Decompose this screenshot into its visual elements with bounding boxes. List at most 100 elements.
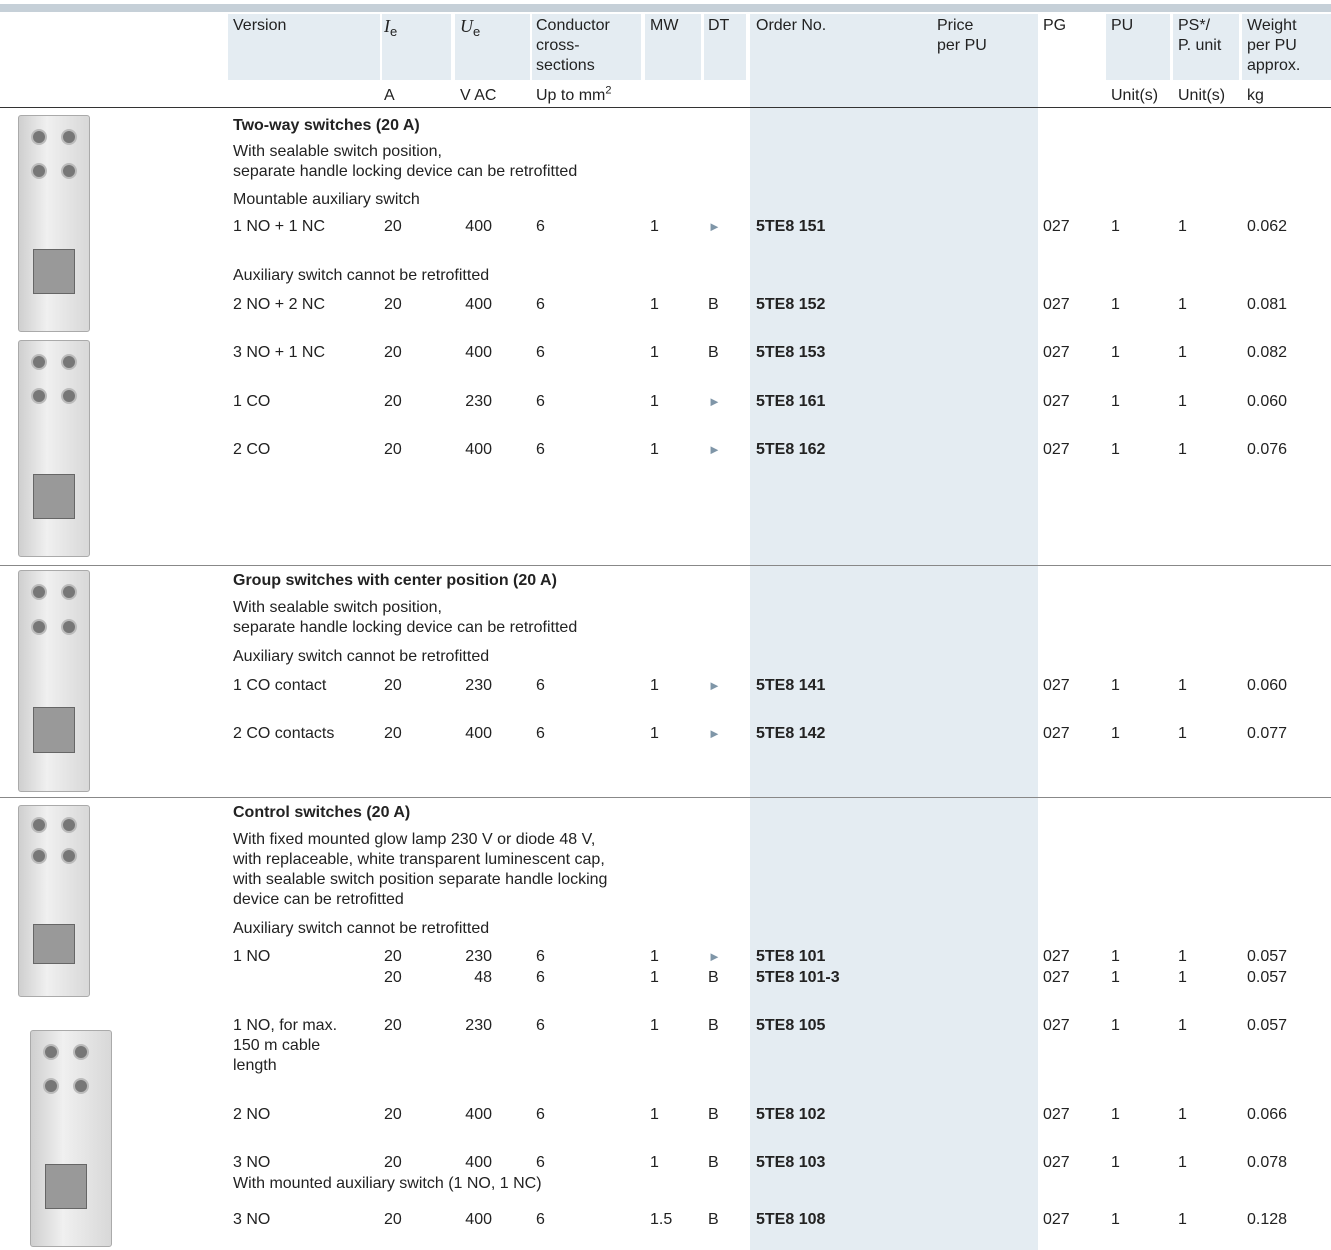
cell-mw: 1 <box>650 344 659 361</box>
column-unit: Unit(s) <box>1178 86 1225 106</box>
header-shade <box>228 14 380 80</box>
cell-ie: 20 <box>384 969 402 986</box>
cell-mw: 1 <box>650 441 659 458</box>
cell-pu: 1 <box>1111 296 1120 313</box>
cell-weight: 0.078 <box>1247 1154 1288 1171</box>
cell-pu: 1 <box>1111 441 1120 458</box>
cell-ie: 20 <box>384 948 402 965</box>
cell-dt: B <box>708 1211 719 1228</box>
section-title: Control switches (20 A) <box>233 804 411 821</box>
section-rule <box>0 797 1331 798</box>
cell-ue: 400 <box>465 725 492 742</box>
section-title: Two-way switches (20 A) <box>233 117 420 134</box>
cell-mw: 1 <box>650 969 659 986</box>
cell-version: 1 NO, for max. 150 m cable length <box>233 1017 338 1074</box>
order-column-shade <box>750 14 1038 1250</box>
cell-version: 3 NO <box>233 1154 271 1171</box>
unit-text: kg <box>1247 87 1264 104</box>
column-header: PS*/ P. unit <box>1178 16 1221 56</box>
cell-order: 5TE8 142 <box>756 725 826 742</box>
section-note: With mounted auxiliary switch (1 NO, 1 N… <box>233 1175 542 1192</box>
cell-pg: 027 <box>1043 441 1070 458</box>
top-bar <box>0 4 1331 12</box>
column-label: MW <box>650 17 679 34</box>
cell-cs: 6 <box>536 1154 545 1171</box>
cell-version: 2 NO <box>233 1106 271 1123</box>
cell-mw: 1 <box>650 296 659 313</box>
handle <box>33 474 75 520</box>
header-shade <box>455 14 530 80</box>
cell-mw: 1 <box>650 218 659 235</box>
cell-pg: 027 <box>1043 948 1070 965</box>
cell-ie: 20 <box>384 1211 402 1228</box>
cell-ps: 1 <box>1178 677 1187 694</box>
column-label: Price per PU <box>937 17 987 54</box>
cell-order: 5TE8 105 <box>756 1017 826 1034</box>
cell-pu: 1 <box>1111 218 1120 235</box>
cell-dt: B <box>708 344 719 361</box>
terminal <box>43 1078 59 1095</box>
cell-weight: 0.057 <box>1247 948 1288 965</box>
cell-pg: 027 <box>1043 1211 1070 1228</box>
handle <box>45 1164 87 1210</box>
device-image <box>18 570 90 792</box>
column-header: PG <box>1043 16 1066 36</box>
cell-pu: 1 <box>1111 344 1120 361</box>
section-note: With fixed mounted glow lamp 230 V or di… <box>233 831 608 908</box>
cell-cs: 6 <box>536 1211 545 1228</box>
cell-version: 1 CO contact <box>233 677 327 694</box>
cell-pg: 027 <box>1043 1106 1070 1123</box>
cell-cs: 6 <box>536 948 545 965</box>
terminal <box>73 1043 89 1060</box>
cell-mw: 1 <box>650 1106 659 1123</box>
cell-mw: 1 <box>650 677 659 694</box>
terminal <box>31 388 47 405</box>
cell-ie: 20 <box>384 1017 402 1034</box>
cell-cs: 6 <box>536 969 545 986</box>
cell-ps: 1 <box>1178 948 1187 965</box>
terminal <box>31 847 47 864</box>
cell-weight: 0.057 <box>1247 1017 1288 1034</box>
cell-mw: 1.5 <box>650 1211 673 1228</box>
handle <box>33 707 75 754</box>
cell-dt: B <box>708 1154 719 1171</box>
device-image <box>18 115 90 332</box>
cell-weight: 0.057 <box>1247 969 1288 986</box>
cell-ps: 1 <box>1178 725 1187 742</box>
cell-ue: 400 <box>465 1154 492 1171</box>
column-header: DT <box>708 16 729 36</box>
cell-ps: 1 <box>1178 344 1187 361</box>
cell-version: 1 CO <box>233 393 271 410</box>
header-rule <box>0 107 1331 108</box>
cell-ue: 400 <box>465 441 492 458</box>
column-label: I <box>384 16 390 36</box>
column-label: Conductor cross- sections <box>536 17 610 74</box>
cell-order: 5TE8 101-3 <box>756 969 840 986</box>
cell-order: 5TE8 101 <box>756 948 826 965</box>
cell-ie: 20 <box>384 218 402 235</box>
cell-weight: 0.066 <box>1247 1106 1288 1123</box>
cell-pu: 1 <box>1111 1106 1120 1123</box>
header-shade <box>704 14 746 80</box>
column-header: Order No. <box>756 16 826 36</box>
terminal <box>31 163 47 180</box>
cell-ie: 20 <box>384 441 402 458</box>
column-header: Ue <box>460 16 480 42</box>
cell-order: 5TE8 151 <box>756 218 826 235</box>
terminal <box>61 388 77 405</box>
cell-pg: 027 <box>1043 969 1070 986</box>
column-label: PU <box>1111 17 1134 34</box>
cell-order: 5TE8 102 <box>756 1106 826 1123</box>
section-note: With sealable switch position, separate … <box>233 599 578 636</box>
cell-dt: ► <box>708 726 721 741</box>
cell-ps: 1 <box>1178 393 1187 410</box>
cell-mw: 1 <box>650 1017 659 1034</box>
cell-pu: 1 <box>1111 948 1120 965</box>
cell-version: 3 NO + 1 NC <box>233 344 326 361</box>
cell-ue: 400 <box>465 218 492 235</box>
terminal <box>61 847 77 864</box>
cell-order: 5TE8 162 <box>756 441 826 458</box>
cell-dt: B <box>708 1106 719 1123</box>
cell-pg: 027 <box>1043 725 1070 742</box>
